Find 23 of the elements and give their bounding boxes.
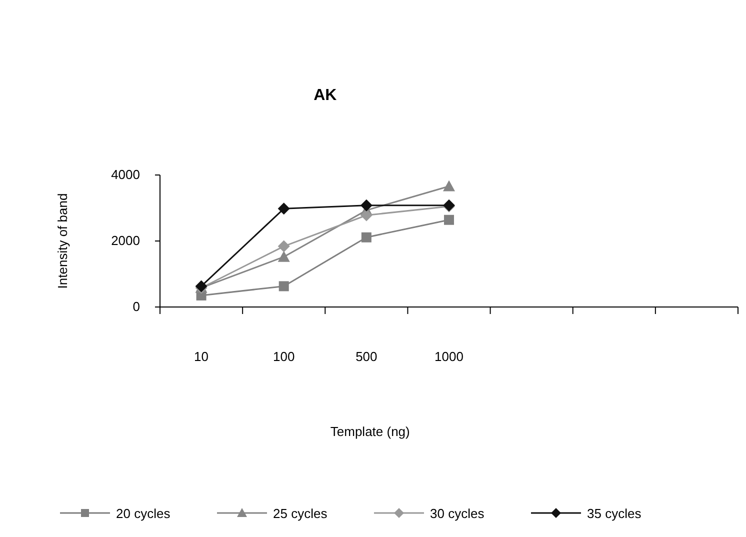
y-tick-label: 4000 [111, 167, 140, 182]
point [278, 250, 290, 262]
chart-title: AK [314, 87, 338, 104]
legend-label: 35 cycles [587, 506, 642, 521]
x-tick-label: 500 [356, 349, 378, 364]
x-tick-label: 1000 [434, 349, 464, 364]
point [360, 209, 372, 222]
point [278, 240, 290, 252]
point [278, 202, 290, 215]
legend-label: 20 cycles [116, 506, 171, 521]
point [443, 180, 455, 192]
point [360, 199, 372, 212]
point [444, 214, 454, 225]
point [278, 281, 289, 292]
x-tick-label: 100 [273, 349, 295, 364]
y-tick-label: 0 [132, 299, 140, 314]
x-axis-title: Template (ng) [330, 424, 410, 439]
point [361, 232, 372, 242]
legend-label: 25 cycles [273, 506, 328, 521]
y-tick-label: 2000 [111, 233, 140, 248]
x-tick-label: 10 [194, 349, 209, 364]
y-axis-title: Intensity of band [55, 193, 70, 289]
legend-label: 30 cycles [430, 506, 485, 521]
